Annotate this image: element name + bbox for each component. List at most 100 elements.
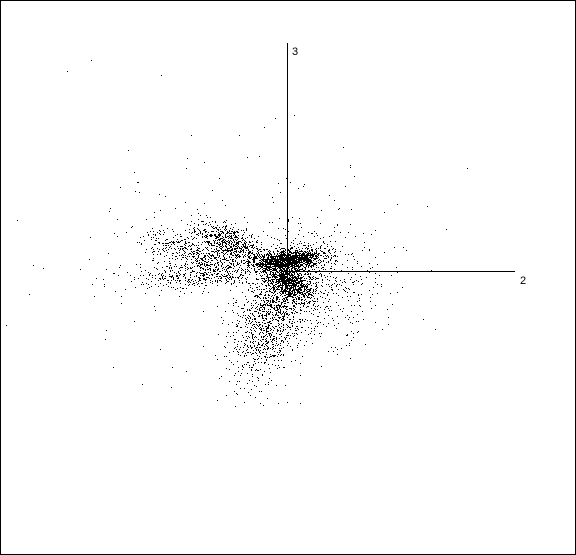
scatter-point bbox=[300, 279, 301, 280]
scatter-point bbox=[297, 274, 298, 275]
scatter-point bbox=[308, 334, 309, 335]
scatter-point bbox=[287, 297, 288, 298]
scatter-point bbox=[186, 288, 187, 289]
scatter-point bbox=[273, 319, 274, 320]
scatter-point bbox=[255, 327, 256, 328]
scatter-point bbox=[304, 256, 305, 257]
scatter-point bbox=[301, 251, 302, 252]
scatter-point bbox=[283, 285, 284, 286]
scatter-point bbox=[216, 231, 217, 232]
scatter-point bbox=[274, 256, 275, 257]
scatter-point bbox=[203, 230, 204, 231]
scatter-point bbox=[240, 274, 241, 275]
scatter-point bbox=[196, 254, 197, 255]
scatter-point bbox=[158, 274, 159, 275]
scatter-point bbox=[242, 308, 243, 309]
scatter-point bbox=[214, 228, 215, 229]
scatter-point bbox=[299, 251, 300, 252]
scatter-point bbox=[197, 265, 198, 266]
scatter-point bbox=[281, 259, 282, 260]
scatter-point bbox=[282, 291, 283, 292]
scatter-point bbox=[313, 293, 314, 294]
scatter-point bbox=[314, 236, 315, 237]
scatter-point bbox=[279, 338, 280, 339]
scatter-point bbox=[227, 275, 228, 276]
scatter-point bbox=[288, 326, 289, 327]
scatter-point bbox=[270, 330, 271, 331]
scatter-point bbox=[314, 301, 315, 302]
scatter-point bbox=[260, 268, 261, 269]
scatter-point bbox=[261, 261, 262, 262]
scatter-point bbox=[282, 293, 283, 294]
scatter-point bbox=[230, 267, 231, 268]
scatter-point bbox=[269, 264, 270, 265]
scatter-point bbox=[299, 267, 300, 268]
scatter-point bbox=[198, 255, 199, 256]
scatter-point bbox=[276, 310, 277, 311]
scatter-point bbox=[267, 253, 268, 254]
scatter-point bbox=[250, 251, 251, 252]
scatter-point bbox=[179, 268, 180, 269]
scatter-point bbox=[203, 276, 204, 277]
scatter-point bbox=[241, 272, 242, 273]
scatter-point bbox=[269, 378, 270, 379]
scatter-point bbox=[292, 258, 293, 259]
scatter-point bbox=[283, 283, 284, 284]
scatter-point bbox=[282, 299, 283, 300]
scatter-point bbox=[187, 224, 188, 225]
scatter-point bbox=[286, 324, 287, 325]
scatter-point bbox=[217, 260, 218, 261]
scatter-point bbox=[198, 233, 199, 234]
scatter-point bbox=[280, 270, 281, 271]
scatter-point bbox=[208, 256, 209, 257]
scatter-point bbox=[273, 263, 274, 264]
scatter-point bbox=[288, 256, 289, 257]
scatter-point bbox=[297, 312, 298, 313]
scatter-point bbox=[250, 345, 251, 346]
scatter-point bbox=[211, 243, 212, 244]
scatter-point bbox=[277, 330, 278, 331]
scatter-point bbox=[278, 289, 279, 290]
scatter-point bbox=[260, 251, 261, 252]
scatter-point bbox=[225, 243, 226, 244]
scatter-point bbox=[333, 256, 334, 257]
scatter-point bbox=[252, 314, 253, 315]
scatter-point bbox=[294, 255, 295, 256]
scatter-point bbox=[206, 236, 207, 237]
scatter-point bbox=[248, 270, 249, 271]
scatter-point bbox=[263, 304, 264, 305]
scatter-point bbox=[280, 259, 281, 260]
scatter-point bbox=[209, 245, 210, 246]
scatter-point bbox=[274, 305, 275, 306]
scatter-point bbox=[270, 337, 271, 338]
scatter-point bbox=[310, 289, 311, 290]
scatter-point bbox=[304, 274, 305, 275]
scatter-point bbox=[222, 264, 223, 265]
scatter-point bbox=[211, 264, 212, 265]
scatter-point bbox=[274, 259, 275, 260]
scatter-point bbox=[308, 259, 309, 260]
scatter-point bbox=[288, 261, 289, 262]
scatter-point bbox=[255, 359, 256, 360]
scatter-point bbox=[281, 267, 282, 268]
scatter-point bbox=[263, 260, 264, 261]
scatter-point bbox=[258, 344, 259, 345]
scatter-point bbox=[229, 235, 230, 236]
scatter-point bbox=[276, 298, 277, 299]
scatter-point bbox=[198, 281, 199, 282]
scatter-point bbox=[278, 297, 279, 298]
scatter-point bbox=[209, 241, 210, 242]
scatter-point bbox=[283, 261, 284, 262]
scatter-point bbox=[324, 252, 325, 253]
scatter-point bbox=[253, 350, 254, 351]
scatter-point bbox=[285, 293, 286, 294]
scatter-point bbox=[292, 312, 293, 313]
scatter-point bbox=[311, 247, 312, 248]
scatter-point bbox=[238, 254, 239, 255]
scatter-point bbox=[229, 277, 230, 278]
scatter-point bbox=[228, 274, 229, 275]
scatter-point bbox=[293, 286, 294, 287]
scatter-point bbox=[183, 274, 184, 275]
scatter-point bbox=[281, 262, 282, 263]
scatter-point bbox=[196, 250, 197, 251]
